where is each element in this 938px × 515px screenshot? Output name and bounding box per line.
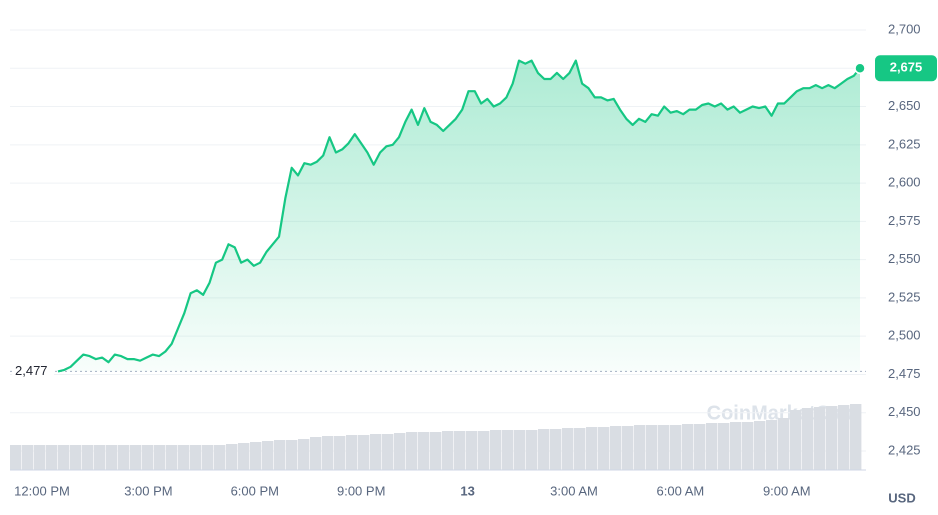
volume-bar bbox=[598, 427, 610, 470]
y-tick-label: 2,625 bbox=[888, 136, 921, 151]
volume-bar bbox=[46, 445, 58, 470]
volume-bar bbox=[814, 407, 826, 470]
volume-bar bbox=[622, 426, 634, 470]
volume-bar bbox=[310, 437, 322, 470]
volume-bar bbox=[238, 443, 250, 470]
volume-bar bbox=[166, 445, 178, 470]
volume-bar bbox=[718, 423, 730, 470]
volume-bar bbox=[646, 425, 658, 470]
volume-bar bbox=[274, 440, 286, 470]
volume-bar bbox=[250, 442, 262, 470]
y-tick-label: 2,575 bbox=[888, 213, 921, 228]
volume-bar bbox=[94, 445, 106, 470]
volume-bar bbox=[658, 425, 670, 470]
volume-bar bbox=[490, 430, 502, 470]
volume-bar bbox=[118, 445, 130, 470]
volume-bar bbox=[322, 436, 334, 470]
y-tick-label: 2,600 bbox=[888, 175, 921, 190]
volume-bar bbox=[286, 440, 298, 470]
volume-bar bbox=[58, 445, 70, 470]
baseline-label-bg bbox=[12, 361, 54, 382]
volume-bar bbox=[70, 445, 82, 470]
volume-bar bbox=[442, 431, 454, 470]
price-area bbox=[58, 60, 860, 372]
price-pill bbox=[875, 55, 937, 82]
volume-bar bbox=[790, 410, 802, 470]
volume-bar bbox=[778, 418, 790, 470]
volume-bar bbox=[190, 445, 202, 470]
volume-bar bbox=[334, 436, 346, 470]
volume-bar bbox=[346, 435, 358, 470]
volume-bar bbox=[34, 445, 46, 470]
volume-bar bbox=[10, 445, 22, 470]
volume-bar bbox=[298, 439, 310, 470]
volume-bar bbox=[142, 445, 154, 470]
x-tick-label: 3:00 AM bbox=[550, 483, 598, 498]
volume-bar bbox=[586, 427, 598, 470]
y-tick-label: 2,525 bbox=[888, 289, 921, 304]
y-tick-label: 2,700 bbox=[888, 21, 921, 36]
x-tick-label: 6:00 AM bbox=[657, 483, 705, 498]
volume-bar bbox=[214, 445, 226, 470]
volume-bar bbox=[430, 432, 442, 470]
volume-bar bbox=[706, 423, 718, 470]
volume-bar bbox=[466, 431, 478, 470]
volume-bar bbox=[526, 430, 538, 470]
volume-bar bbox=[538, 429, 550, 470]
volume-bar bbox=[262, 441, 274, 470]
volume-bar bbox=[22, 445, 34, 470]
volume-bar bbox=[850, 404, 862, 470]
y-tick-label: 2,475 bbox=[888, 366, 921, 381]
volume-bar bbox=[358, 435, 370, 470]
x-tick-label: 9:00 PM bbox=[337, 483, 385, 498]
volume-bar bbox=[82, 445, 94, 470]
volume-bar bbox=[478, 431, 490, 470]
volume-bar bbox=[418, 432, 430, 470]
volume-bar bbox=[130, 445, 142, 470]
volume-bar bbox=[838, 405, 850, 470]
y-tick-label: 2,550 bbox=[888, 251, 921, 266]
y-tick-label: 2,650 bbox=[888, 98, 921, 113]
volume-bar bbox=[634, 425, 646, 470]
volume-bar bbox=[826, 406, 838, 470]
volume-bar bbox=[178, 445, 190, 470]
currency: USD bbox=[888, 490, 915, 505]
volume-bar bbox=[394, 433, 406, 470]
last-point bbox=[854, 62, 866, 75]
volume-bar bbox=[226, 444, 238, 470]
volume-bar bbox=[682, 424, 694, 470]
volume-bar bbox=[382, 434, 394, 470]
x-tick-label: 9:00 AM bbox=[763, 483, 811, 498]
volume-bar bbox=[502, 430, 514, 470]
volume-bar bbox=[550, 429, 562, 470]
volume-bar bbox=[574, 428, 586, 470]
y-tick-label: 2,500 bbox=[888, 328, 921, 343]
x-tick-label: 3:00 PM bbox=[124, 483, 172, 498]
volume-bar bbox=[562, 428, 574, 470]
volume-bar bbox=[730, 422, 742, 470]
volume-bar bbox=[694, 424, 706, 470]
volume-bar bbox=[202, 445, 214, 470]
volume-bar bbox=[802, 408, 814, 470]
volume-bar bbox=[454, 431, 466, 470]
volume-bar bbox=[154, 445, 166, 470]
volume-bar bbox=[754, 421, 766, 470]
y-tick-label: 2,450 bbox=[888, 404, 921, 419]
baseline-label: 2,477 bbox=[15, 363, 48, 378]
volume-bar bbox=[742, 422, 754, 470]
volume-bar bbox=[610, 426, 622, 470]
volume-bar bbox=[514, 430, 526, 470]
x-tick-label: 13 bbox=[460, 483, 474, 498]
x-tick-label: 12:00 PM bbox=[14, 483, 70, 498]
x-tick-label: 6:00 PM bbox=[231, 483, 279, 498]
volume-bar bbox=[670, 425, 682, 470]
y-tick-label: 2,425 bbox=[888, 442, 921, 457]
volume-bar bbox=[766, 420, 778, 470]
volume-bar bbox=[370, 434, 382, 470]
price-pill-label: 2,675 bbox=[890, 60, 923, 75]
price-line bbox=[57, 59, 861, 373]
volume-bar bbox=[406, 432, 418, 470]
volume-bar bbox=[106, 445, 118, 470]
